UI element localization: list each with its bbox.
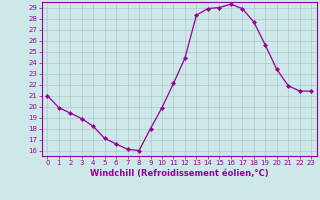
X-axis label: Windchill (Refroidissement éolien,°C): Windchill (Refroidissement éolien,°C) <box>90 169 268 178</box>
